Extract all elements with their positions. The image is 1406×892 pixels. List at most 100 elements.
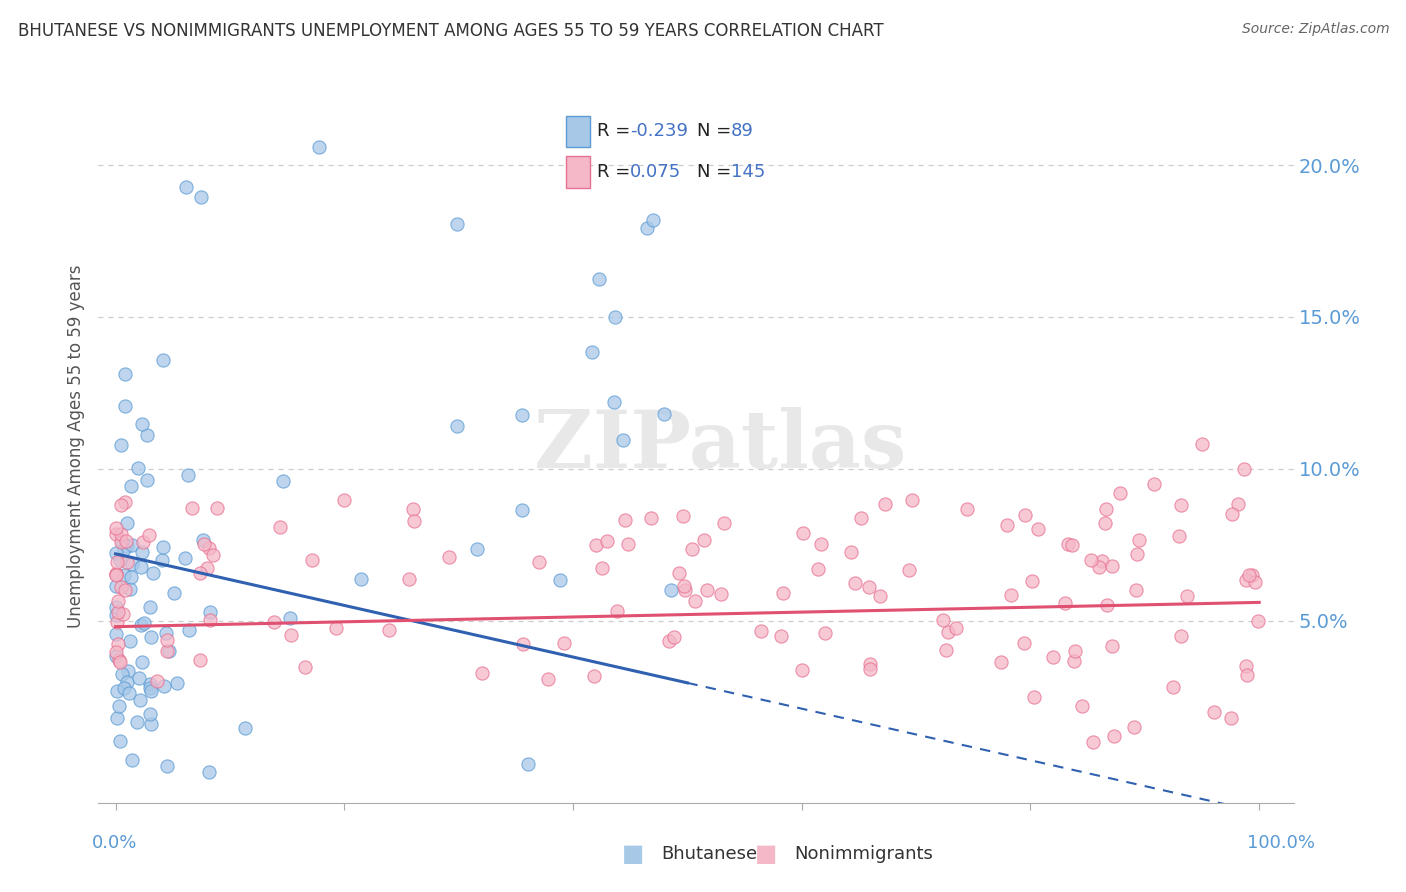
Point — [108, 734, 131, 748]
Point — [858, 580, 880, 594]
Point — [110, 580, 132, 594]
Point — [581, 345, 603, 359]
Point — [108, 552, 131, 566]
Point — [1056, 537, 1078, 551]
Point — [672, 509, 695, 524]
Point — [1232, 462, 1254, 476]
Point — [465, 542, 488, 557]
Point — [693, 533, 716, 548]
Point — [685, 593, 707, 607]
Point — [114, 495, 136, 509]
Point — [110, 526, 132, 541]
Point — [897, 563, 920, 577]
Point — [104, 566, 127, 581]
Point — [1091, 553, 1114, 567]
Point — [446, 217, 468, 231]
Point — [108, 698, 131, 713]
Point — [131, 618, 153, 632]
Point — [139, 631, 162, 645]
Point — [640, 510, 662, 524]
Point — [402, 502, 425, 516]
Text: Source: ZipAtlas.com: Source: ZipAtlas.com — [1241, 22, 1389, 37]
Point — [585, 538, 607, 552]
Point — [582, 669, 605, 683]
Point — [844, 576, 866, 591]
Point — [1170, 629, 1192, 643]
Point — [527, 554, 550, 568]
Point — [749, 624, 772, 638]
Point — [606, 604, 628, 618]
Point — [139, 681, 162, 695]
Point — [121, 538, 143, 552]
Point — [681, 541, 703, 556]
Point — [548, 574, 571, 588]
Point — [859, 662, 882, 676]
Point — [1000, 588, 1022, 602]
Point — [107, 605, 129, 619]
Text: ■: ■ — [755, 842, 778, 865]
Point — [668, 566, 690, 580]
Point — [120, 582, 142, 596]
Point — [1102, 729, 1125, 743]
Text: Bhutanese: Bhutanese — [661, 845, 756, 863]
Point — [995, 517, 1018, 532]
Point — [652, 407, 675, 421]
Point — [114, 534, 136, 549]
Point — [129, 559, 152, 574]
Point — [612, 434, 634, 448]
Point — [772, 586, 794, 600]
Point — [1080, 553, 1102, 567]
Point — [117, 516, 139, 530]
Point — [105, 684, 128, 698]
Point — [1014, 508, 1036, 522]
Point — [115, 675, 138, 690]
Point — [152, 540, 174, 554]
Point — [810, 537, 832, 551]
Point — [198, 764, 221, 779]
Point — [658, 634, 681, 648]
Point — [112, 568, 135, 582]
Point — [1220, 508, 1243, 522]
Point — [139, 600, 162, 615]
Point — [446, 418, 468, 433]
Point — [104, 648, 127, 663]
Point — [1143, 477, 1166, 491]
Point — [114, 583, 136, 598]
Point — [104, 567, 127, 582]
Point — [1071, 698, 1094, 713]
Point — [156, 759, 179, 773]
Point — [115, 555, 138, 569]
Point — [114, 367, 136, 381]
Point — [198, 541, 221, 555]
Point — [1021, 574, 1043, 588]
Point — [1083, 735, 1105, 749]
Point — [1240, 567, 1263, 582]
Point — [900, 493, 922, 508]
Point — [142, 566, 165, 580]
Point — [138, 528, 160, 542]
Point — [1244, 575, 1267, 590]
Point — [1060, 538, 1083, 552]
Point — [152, 352, 174, 367]
Point — [1234, 574, 1257, 588]
Point — [105, 567, 128, 582]
Point — [1219, 711, 1241, 725]
Point — [139, 717, 162, 731]
Point — [141, 683, 163, 698]
Point — [471, 666, 494, 681]
Point — [603, 310, 626, 325]
Point — [120, 479, 142, 493]
Point — [659, 583, 682, 598]
Point — [839, 545, 862, 559]
Point — [177, 467, 200, 482]
Point — [713, 516, 735, 530]
Point — [135, 428, 157, 442]
Point — [1064, 644, 1087, 658]
Point — [1234, 659, 1257, 673]
Point — [404, 514, 426, 528]
Point — [792, 526, 814, 541]
Point — [176, 180, 198, 194]
Point — [121, 753, 143, 767]
Point — [814, 626, 837, 640]
Y-axis label: Unemployment Among Ages 55 to 59 years: Unemployment Among Ages 55 to 59 years — [66, 264, 84, 628]
